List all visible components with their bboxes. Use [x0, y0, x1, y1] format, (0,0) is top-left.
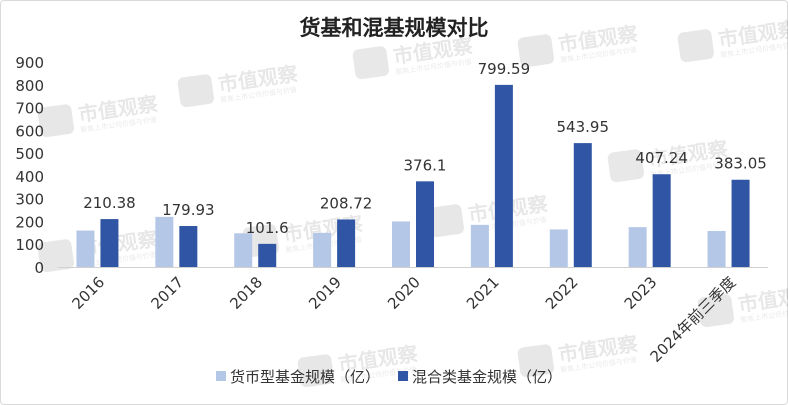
data-label: 179.93: [162, 201, 215, 219]
bar-mixed-fund: [494, 84, 513, 267]
data-label: 376.1: [404, 156, 447, 174]
legend-swatch-mixed-fund: [398, 371, 409, 381]
legend-label-money-fund: 货币型基金规模（亿）: [230, 368, 380, 386]
bar-money-fund: [76, 230, 95, 267]
y-tick-label: 100: [15, 236, 44, 254]
bar-mixed-fund: [573, 143, 592, 267]
data-label: 799.59: [478, 60, 531, 78]
bar-mixed-fund: [100, 219, 119, 267]
y-tick-label: 500: [15, 145, 44, 163]
bar-mixed-fund: [416, 181, 434, 267]
y-tick-label: 700: [15, 100, 44, 118]
bar-mixed-fund: [258, 243, 277, 267]
x-tick-label: 2022: [542, 273, 582, 313]
x-tick-label: 2017: [147, 273, 187, 313]
bar-money-fund: [155, 216, 174, 267]
bar-money-fund: [628, 227, 647, 267]
data-label: 101.6: [246, 219, 289, 237]
bar-money-fund: [234, 233, 253, 267]
bar-mixed-fund: [337, 219, 356, 267]
bar-money-fund: [470, 224, 489, 267]
x-tick-label: 2019: [305, 273, 345, 313]
data-label: 210.38: [83, 194, 136, 212]
x-tick-label: 2021: [463, 273, 503, 313]
bar-mixed-fund: [179, 226, 198, 267]
x-tick-label: 2020: [384, 273, 424, 313]
x-tick-label: 2023: [621, 273, 661, 313]
bar-mixed-fund: [731, 179, 750, 267]
data-label: 543.95: [557, 118, 610, 136]
bar-money-fund: [313, 232, 332, 267]
y-tick-label: 0: [34, 259, 44, 277]
bar-mixed-fund: [652, 174, 671, 267]
y-tick-label: 800: [15, 77, 44, 95]
chart-title: 货基和混基规模对比: [299, 16, 489, 40]
bar-money-fund: [707, 231, 726, 267]
y-tick-label: 600: [15, 122, 44, 140]
legend-swatch-money-fund: [216, 371, 226, 381]
data-label: 383.05: [714, 155, 767, 173]
y-tick-label: 300: [15, 191, 44, 209]
y-tick-label: 400: [15, 168, 44, 186]
bar-money-fund: [549, 229, 568, 267]
y-tick-label: 200: [15, 213, 44, 231]
x-tick-label: 2016: [69, 273, 109, 313]
data-label: 208.72: [320, 194, 373, 212]
y-tick-label: 900: [15, 54, 44, 72]
bar-money-fund: [392, 221, 410, 267]
x-tick-label: 2018: [226, 273, 266, 313]
data-label: 407.24: [635, 149, 688, 167]
legend-label-mixed-fund: 混合类基金规模（亿）: [412, 368, 562, 386]
